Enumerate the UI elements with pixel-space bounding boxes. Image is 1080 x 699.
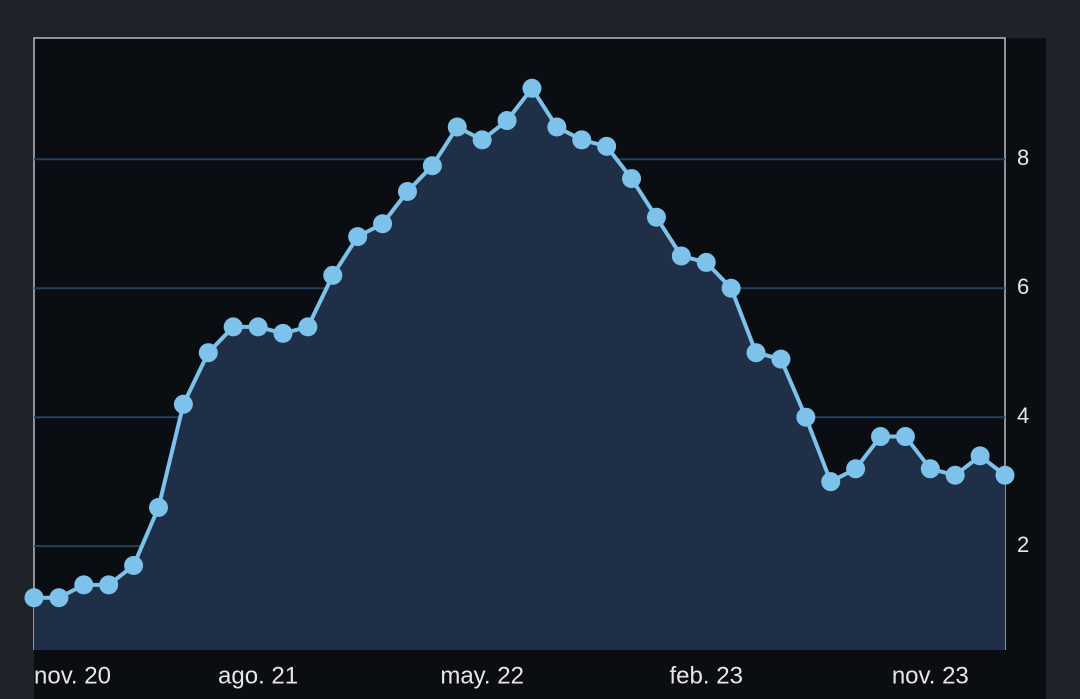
x-tick-label: may. 22 <box>440 662 524 689</box>
x-tick-label: nov. 20 <box>34 662 111 689</box>
marker <box>696 252 716 272</box>
marker <box>846 459 866 479</box>
x-tick-label: feb. 23 <box>670 662 743 689</box>
marker <box>572 130 592 150</box>
marker <box>796 407 816 427</box>
x-tick-label: nov. 23 <box>892 662 969 689</box>
marker <box>945 465 965 485</box>
marker <box>895 427 915 447</box>
marker <box>397 181 417 201</box>
marker <box>920 459 940 479</box>
marker <box>721 278 741 298</box>
marker <box>497 111 517 131</box>
marker <box>771 349 791 369</box>
marker <box>198 343 218 363</box>
marker <box>671 246 691 266</box>
marker <box>970 446 990 466</box>
line <box>34 84 1007 600</box>
marker <box>99 575 119 595</box>
marker <box>124 556 144 576</box>
marker <box>547 117 567 137</box>
marker <box>821 472 841 492</box>
marker <box>148 497 168 517</box>
marker <box>472 130 492 150</box>
marker <box>597 136 617 156</box>
marker <box>298 317 318 337</box>
marker <box>74 575 94 595</box>
marker <box>24 588 44 608</box>
marker <box>447 117 467 137</box>
marker <box>646 207 666 227</box>
area <box>34 88 1005 650</box>
y-tick-label: 4 <box>1017 403 1029 428</box>
marker <box>871 427 891 447</box>
marker <box>373 214 393 234</box>
marker <box>746 343 766 363</box>
y-tick-label: 6 <box>1017 274 1029 299</box>
marker <box>49 588 69 608</box>
plot-border <box>33 37 1006 650</box>
marker <box>348 227 368 247</box>
y-tick-label: 2 <box>1017 532 1029 557</box>
y-tick-label: 8 <box>1017 145 1029 170</box>
marker <box>273 323 293 343</box>
marker <box>422 156 442 176</box>
marker <box>173 394 193 414</box>
marker <box>522 78 542 98</box>
x-tick-label: ago. 21 <box>218 662 298 689</box>
marker <box>248 317 268 337</box>
marker <box>223 317 243 337</box>
marker <box>622 169 642 189</box>
marker <box>995 465 1015 485</box>
marker <box>323 265 343 285</box>
